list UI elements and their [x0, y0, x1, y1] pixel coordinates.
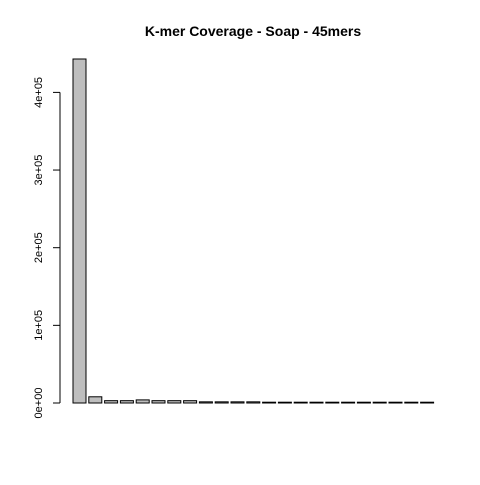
bar	[372, 401, 387, 404]
bar	[404, 401, 419, 404]
bar	[356, 401, 371, 404]
bar	[135, 399, 150, 404]
y-tick-label: 0e+00	[33, 388, 45, 419]
bar	[293, 401, 308, 404]
bar	[119, 400, 134, 404]
bar	[151, 400, 166, 404]
y-tick-label: 1e+05	[33, 310, 45, 341]
bar	[230, 401, 245, 404]
bar	[309, 401, 324, 404]
bar	[214, 401, 229, 404]
bar	[167, 400, 182, 404]
bar	[325, 401, 340, 404]
bar	[420, 401, 435, 404]
bar	[88, 396, 103, 404]
bar	[198, 401, 213, 404]
bar	[277, 401, 292, 404]
bars-group	[72, 58, 435, 404]
bar	[341, 401, 356, 404]
y-tick-label: 2e+05	[33, 232, 45, 263]
y-axis: 0e+00 1e+05 2e+05 3e+05 4e+05	[33, 77, 61, 419]
bar	[388, 401, 403, 404]
bar	[262, 401, 277, 404]
chart-title: K-mer Coverage - Soap - 45mers	[145, 23, 362, 39]
y-tick-label: 4e+05	[33, 77, 45, 108]
bar	[104, 400, 119, 404]
y-tick-label: 3e+05	[33, 155, 45, 186]
bar	[183, 400, 198, 404]
bar	[72, 58, 87, 404]
bar	[246, 401, 261, 404]
